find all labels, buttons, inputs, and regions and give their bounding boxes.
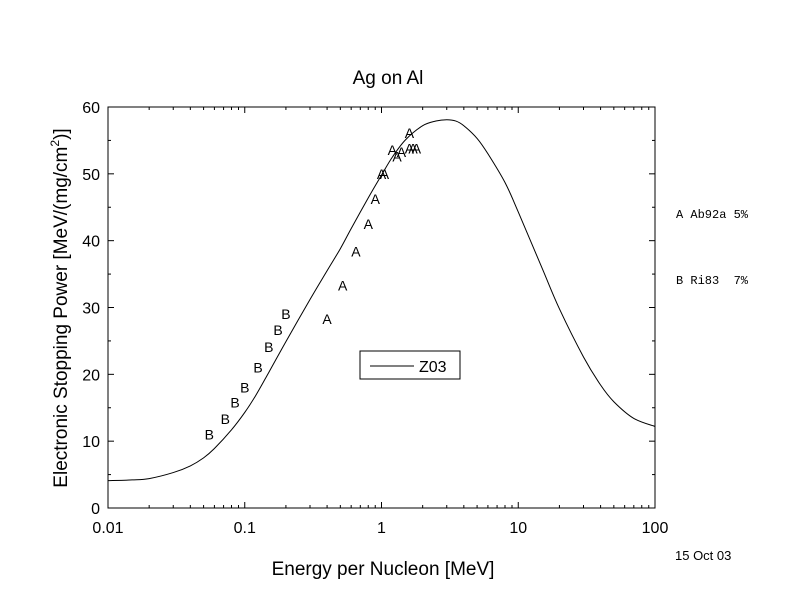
data-point-a: A: [405, 140, 415, 156]
dataset-legend-b: B Ri83 7%: [676, 274, 749, 288]
data-point-a: A: [397, 144, 407, 160]
data-point-b: B: [205, 426, 214, 442]
data-point-a: A: [392, 148, 402, 164]
data-point-b: B: [230, 394, 239, 410]
y-tick-label: 40: [82, 234, 100, 251]
y-axis-label: Electronic Stopping Power [MeV/(mg/cm2)]: [48, 128, 72, 487]
data-point-a: A: [408, 140, 418, 156]
y-tick-label: 0: [91, 501, 100, 518]
z03-curve: [107, 119, 656, 482]
dataset-legend: A Ab92a 5% B Ri83 7%: [676, 160, 748, 314]
data-point-b: B: [273, 322, 282, 338]
x-tick-label: 0.1: [234, 520, 256, 537]
data-point-a: A: [377, 166, 387, 182]
data-point-a: A: [380, 166, 390, 182]
data-point-a: A: [338, 277, 348, 293]
data-point-b: B: [264, 339, 273, 355]
legend-box: Z03: [359, 350, 461, 380]
date-label: 15 Oct 03: [675, 548, 732, 563]
data-point-b: B: [281, 306, 290, 322]
x-axis-label: Energy per Nucleon [MeV]: [272, 559, 495, 580]
data-point-b: B: [240, 380, 249, 396]
dataset-legend-a: A Ab92a 5%: [676, 208, 749, 222]
y-tick-label: 30: [82, 301, 100, 318]
data-point-a: A: [412, 140, 422, 156]
y-axis-label-superscript: 2: [48, 140, 62, 147]
y-tick-label: 10: [82, 434, 100, 451]
data-point-a: A: [371, 191, 381, 207]
y-axis-label-main: Electronic Stopping Power [MeV/(mg/cm: [51, 147, 72, 488]
data-point-a: A: [388, 142, 398, 158]
data-point-b: B: [221, 411, 230, 427]
legend-frame: [359, 350, 461, 380]
x-tick-label: 1: [377, 520, 386, 537]
data-point-a: A: [364, 216, 374, 232]
y-tick-label: 60: [82, 100, 100, 117]
y-axis-label-end: )]: [51, 128, 72, 140]
x-tick-label: 10: [509, 520, 527, 537]
y-tick-label: 50: [82, 167, 100, 184]
data-point-a: A: [322, 311, 332, 327]
x-tick-label: 100: [642, 520, 669, 537]
data-point-a: A: [351, 243, 361, 259]
x-tick-label: 0.01: [92, 520, 123, 537]
legend-label: Z03: [419, 359, 447, 376]
chart-title: Ag on Al: [353, 68, 424, 89]
y-tick-label: 20: [82, 367, 100, 384]
data-point-b: B: [253, 360, 262, 376]
data-point-a: A: [405, 125, 415, 141]
